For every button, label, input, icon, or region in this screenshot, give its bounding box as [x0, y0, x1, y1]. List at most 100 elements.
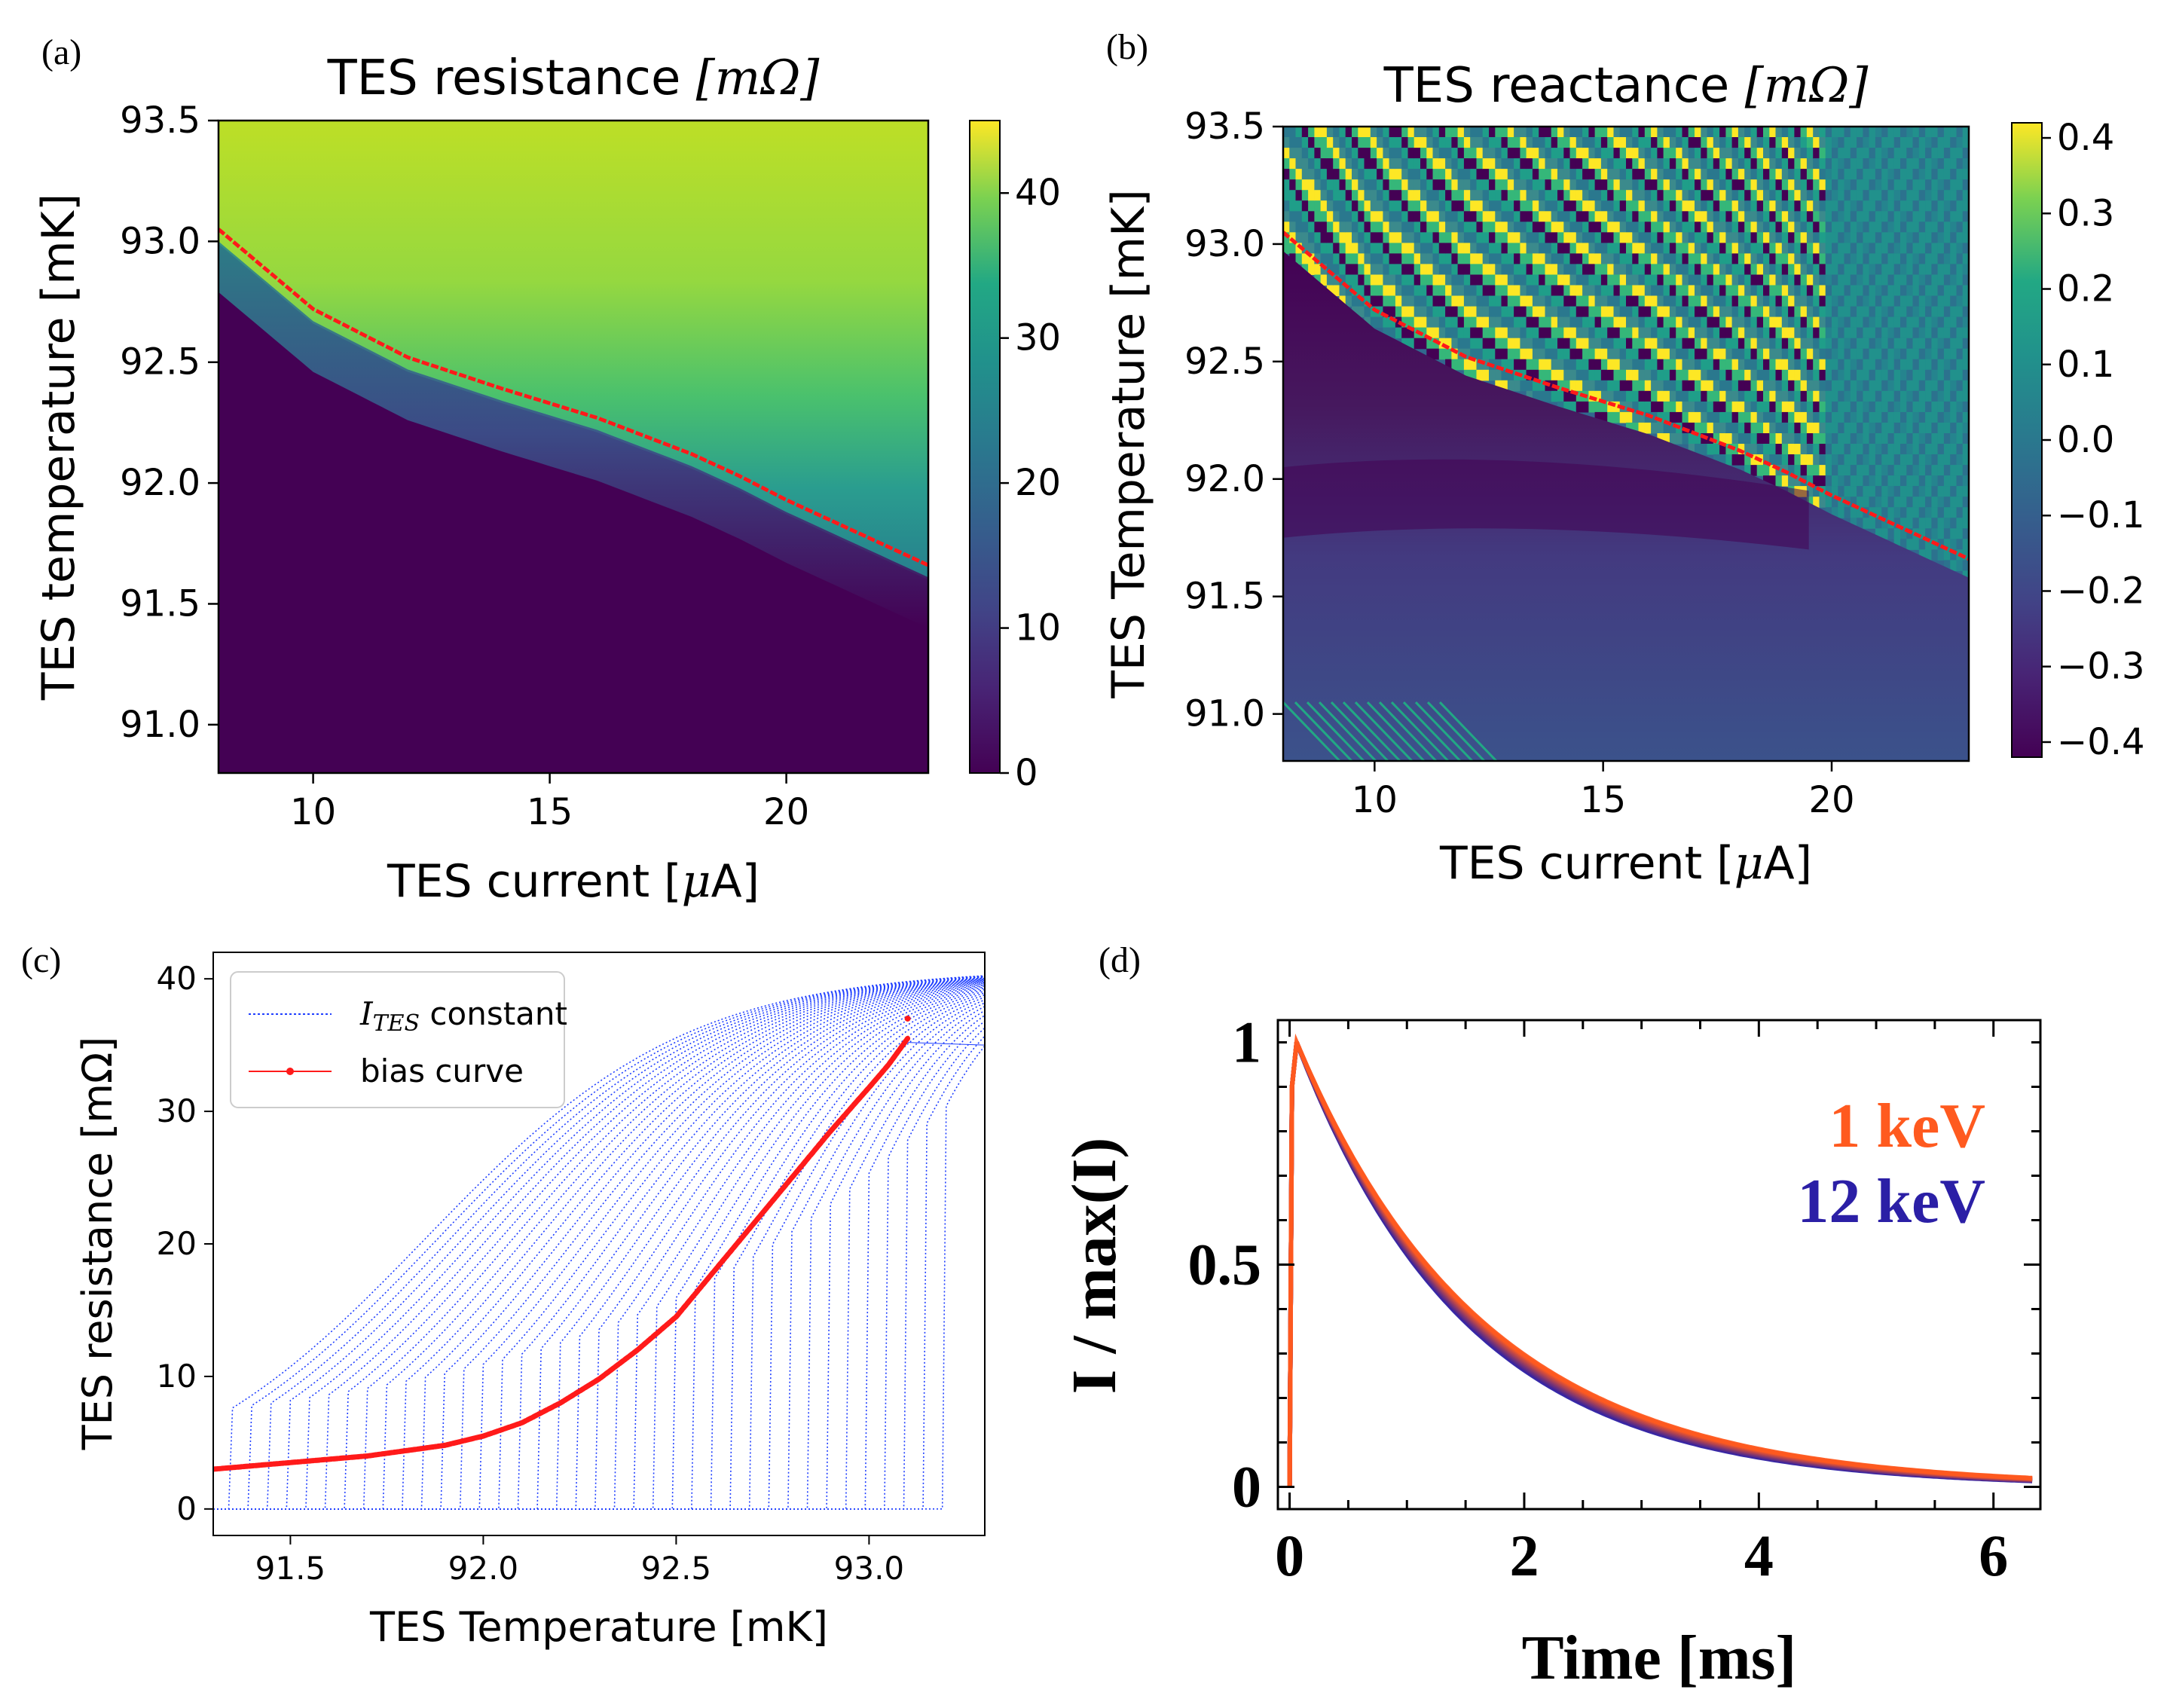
- panel-b-colorbar-tick-label: −0.2: [2057, 570, 2145, 612]
- panel-b-cell: [1695, 274, 1701, 286]
- panel-b-cell: [1507, 264, 1514, 275]
- panel-b-cell: [1937, 507, 1945, 518]
- panel-b-cell: [1663, 127, 1670, 138]
- panel-b-cell: [1781, 169, 1789, 180]
- panel-b-cell: [1476, 285, 1484, 297]
- panel-b-cell: [1781, 253, 1789, 264]
- panel-b-cell: [1850, 190, 1857, 201]
- panel-b-cell: [1563, 190, 1571, 201]
- panel-b-cell: [1663, 306, 1670, 318]
- panel-b-cell: [1507, 232, 1514, 243]
- panel-b-cell: [1713, 327, 1720, 339]
- panel-b-cell: [1438, 127, 1446, 138]
- panel-b-cell: [1806, 127, 1814, 138]
- panel-b-cell: [1806, 411, 1814, 423]
- panel-b-cell: [1594, 359, 1602, 371]
- panel-b-cell: [1950, 222, 1958, 233]
- panel-b-cell: [1850, 137, 1857, 148]
- panel-b-cell: [1695, 148, 1701, 159]
- panel-b-cell: [1445, 179, 1452, 191]
- panel-b-cell: [1937, 444, 1945, 455]
- panel-b-cell: [1638, 232, 1646, 243]
- panel-b-cell: [1875, 497, 1882, 508]
- panel-b-cell: [1943, 411, 1951, 423]
- panel-b-cell: [1912, 306, 1920, 318]
- panel-b-cell: [1489, 179, 1496, 191]
- panel-b-cell: [1775, 190, 1783, 201]
- panel-b-cell: [1501, 190, 1508, 201]
- panel-b-cell: [1669, 274, 1676, 286]
- panel-b-cell: [1326, 243, 1334, 254]
- panel-b-cell: [1750, 411, 1758, 423]
- panel-b-frame: [1282, 125, 1970, 762]
- panel-b-cell: [1900, 486, 1907, 497]
- panel-b-cell: [1507, 158, 1514, 170]
- panel-b-cell: [1713, 158, 1720, 170]
- panel-b-cell: [1669, 127, 1676, 138]
- panel-b-cell: [1825, 179, 1832, 191]
- panel-b-cell: [1900, 518, 1907, 529]
- panel-b-cell: [1731, 148, 1739, 159]
- panel-b-cell: [1832, 316, 1838, 328]
- panel-b-cell: [1326, 158, 1334, 170]
- panel-b-cell: [1956, 127, 1964, 138]
- panel-b-cell: [1676, 264, 1683, 275]
- panel-b-cell: [1495, 158, 1502, 170]
- panel-b-cell: [1339, 137, 1346, 148]
- panel-b-cell: [1950, 200, 1958, 212]
- panel-b-cell: [1314, 243, 1322, 254]
- panel-b-cell: [1663, 169, 1670, 180]
- panel-b-corner-stripe: [1426, 701, 1486, 761]
- panel-b-cell: [1377, 316, 1383, 328]
- panel-b-cell: [1301, 264, 1309, 275]
- panel-b-cell: [1352, 232, 1359, 243]
- panel-b-cell: [1887, 369, 1895, 381]
- panel-b-cell: [1906, 444, 1914, 455]
- panel-b-cell: [1476, 243, 1484, 254]
- panel-b-cell: [1962, 190, 1969, 201]
- panel-b-cell: [1495, 253, 1502, 264]
- panel-b-cell: [1794, 444, 1802, 455]
- panel-b-cell: [1563, 274, 1571, 286]
- panel-b-cell: [1832, 222, 1838, 233]
- panel-b-cell: [1832, 306, 1838, 318]
- panel-b-cell: [1794, 475, 1802, 487]
- panel-b-cell: [1737, 148, 1745, 159]
- panel-b-cell: [1838, 380, 1845, 392]
- panel-b-cell: [1918, 158, 1926, 170]
- panel-b-cell: [1925, 137, 1932, 148]
- panel-b-cell: [1819, 232, 1826, 243]
- panel-b-cell: [1539, 264, 1546, 275]
- panel-b-cell: [1626, 148, 1633, 159]
- panel-b-cell: [1339, 253, 1346, 264]
- panel-b-cell: [1613, 243, 1621, 254]
- panel-b-cell: [1943, 306, 1951, 318]
- panel-b-cell: [1956, 190, 1964, 201]
- panel-a-colorbar-tick-label: 10: [1015, 607, 1061, 649]
- panel-b-cell: [1857, 295, 1863, 307]
- panel-b-cell: [1857, 243, 1863, 254]
- panel-b-cell: [1688, 243, 1695, 254]
- panel-b-cell: [1701, 306, 1708, 318]
- panel-b-cell: [1463, 295, 1471, 307]
- panel-b-cell: [1333, 169, 1340, 180]
- panel-b-cell: [1383, 243, 1390, 254]
- panel-b-cell: [1875, 465, 1882, 476]
- panel-b-cell: [1893, 539, 1901, 550]
- panel-b-cell: [1326, 137, 1334, 148]
- panel-b-cell: [1912, 411, 1920, 423]
- panel-b-cell: [1763, 380, 1770, 392]
- panel-b-cell: [1339, 274, 1346, 286]
- panel-b-cell: [1482, 274, 1490, 286]
- panel-b-cell: [1893, 528, 1901, 539]
- panel-b-cell: [1875, 316, 1882, 328]
- panel-b-cell: [1539, 380, 1546, 392]
- panel-b-cell: [1414, 232, 1421, 243]
- panel-b-cell: [1832, 475, 1838, 487]
- panel-b-cell: [1600, 348, 1608, 360]
- panel-b-cell: [1763, 369, 1770, 381]
- panel-b-cell: [1638, 348, 1646, 360]
- panel-b-cell: [1314, 253, 1322, 264]
- panel-d-legend-12kev: 12 keV: [1797, 1166, 1985, 1236]
- panel-b-cell: [1844, 211, 1851, 222]
